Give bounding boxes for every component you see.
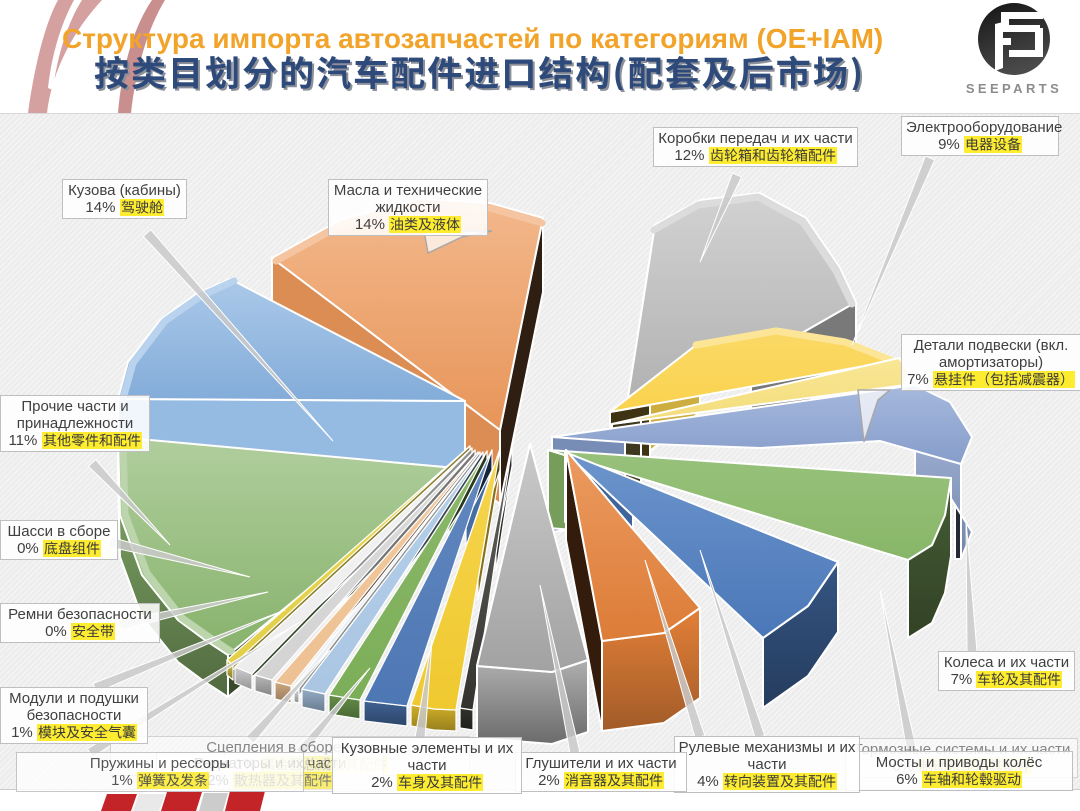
svg-text:SEEPARTS: SEEPARTS: [966, 81, 1062, 96]
